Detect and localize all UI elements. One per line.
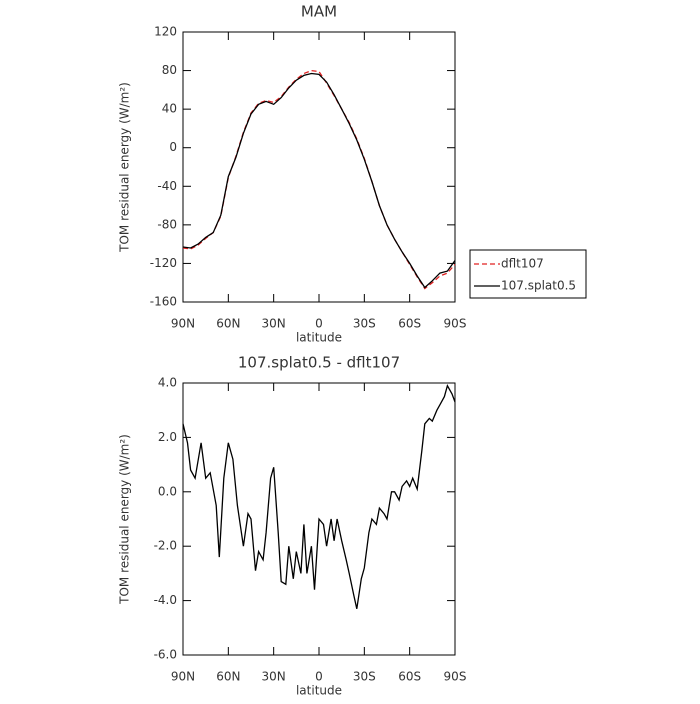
y-axis-label: TOM residual energy (W/m²) [118,82,132,253]
data-line [182,69,456,290]
y-tick-label: -40 [157,179,177,193]
y-tick-label: 2.0 [158,430,177,444]
x-tick-label: 60S [398,670,421,684]
y-tick-label: -160 [150,295,177,309]
x-tick-label: 90S [444,670,467,684]
x-tick-label: 90N [171,317,195,331]
y-tick-label: 120 [154,25,177,39]
y-tick-label: -2.0 [154,539,177,553]
x-tick-label: 90S [444,317,467,331]
y-tick-label: -4.0 [154,593,177,607]
x-tick-label: 0 [315,317,323,331]
x-axis-label: latitude [296,684,342,698]
y-tick-label: 4.0 [158,376,177,390]
data-line [182,72,456,289]
x-tick-label: 60N [216,670,240,684]
y-axis-label: TOM residual energy (W/m²) [118,434,132,605]
y-tick-label: -6.0 [154,648,177,662]
legend-box [469,249,587,299]
data-line [182,384,456,609]
y-tick-label: 0 [169,140,177,154]
x-tick-label: 30S [353,670,376,684]
x-tick-label: 30N [262,670,286,684]
legend-label: dflt107 [501,257,544,271]
x-tick-label: 30S [353,317,376,331]
x-tick-label: 90N [171,670,195,684]
x-tick-label: 30N [262,317,286,331]
x-axis-label: latitude [296,331,342,345]
chart-title: MAM [301,3,337,21]
legend-label: 107.splat0.5 [501,279,576,293]
x-tick-label: 60S [398,317,421,331]
y-tick-label: 40 [162,102,177,116]
y-tick-label: -120 [150,256,177,270]
x-tick-label: 0 [315,670,323,684]
y-tick-label: 80 [162,63,177,77]
y-tick-label: 0.0 [158,484,177,498]
y-tick-label: -80 [157,217,177,231]
x-tick-label: 60N [216,317,240,331]
chart-title: 107.splat0.5 - dflt107 [238,354,400,372]
